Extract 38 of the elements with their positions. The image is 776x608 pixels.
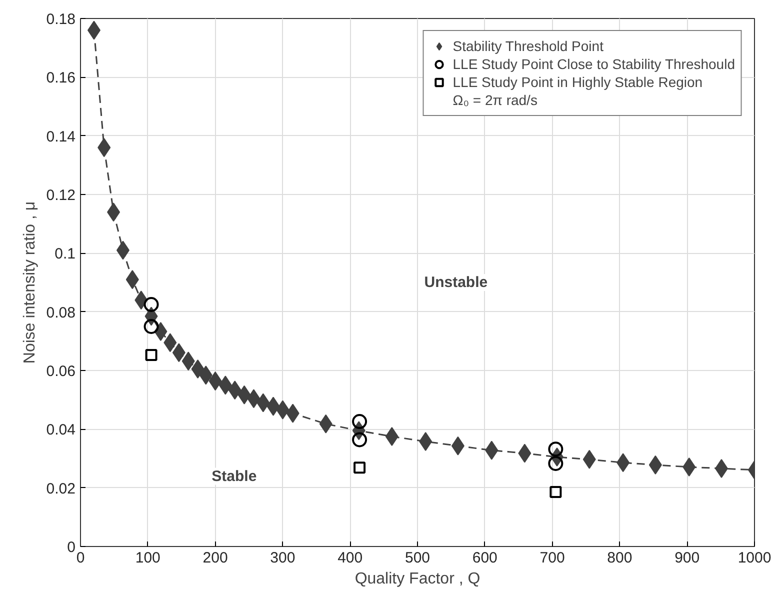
legend-label: LLE Study Point in Highly Stable Region: [452, 73, 703, 91]
annotation: Unstable: [424, 274, 488, 291]
x-tick-label: 600: [472, 550, 498, 566]
y-tick-label: 0.1: [54, 246, 76, 263]
y-tick-label: 0: [67, 539, 76, 556]
legend-label: Stability Threshold Point: [452, 37, 604, 55]
x-tick-label: 700: [540, 550, 565, 566]
y-tick-label: 0.14: [46, 128, 76, 146]
y-tick-label: 0.18: [46, 11, 76, 28]
point: [548, 456, 564, 471]
y-tick-label: 0.08: [46, 304, 76, 322]
point: [145, 348, 158, 361]
point: [144, 297, 159, 312]
y-tick-label: 0.02: [46, 480, 76, 498]
x-tick-label: 900: [674, 550, 700, 566]
point: [548, 442, 564, 457]
y-tick-label: 0.04: [46, 422, 76, 439]
x-axis-title: Quality Factor , Q: [354, 570, 480, 588]
annotation: Ω₀ = 2π rad/s: [452, 91, 538, 109]
x-tick-label: 200: [202, 550, 228, 566]
annotation: Stable: [212, 468, 257, 485]
legend-label: LLE Study Point Close to Stability Threshould: [452, 55, 735, 73]
point: [144, 319, 159, 334]
y-tick-label: 0.12: [46, 187, 76, 204]
y-axis-title: Noise intensity ratio , μ: [21, 201, 38, 364]
point: [352, 432, 368, 448]
x-tick-label: 400: [338, 550, 363, 566]
y-tick-label: 0.16: [46, 70, 76, 87]
point: [550, 486, 562, 498]
x-tick-label: 100: [135, 550, 160, 566]
point: [385, 427, 398, 446]
x-tick-label: 300: [270, 550, 296, 566]
point: [352, 414, 368, 430]
x-tick-label: 500: [404, 550, 430, 566]
y-tick-label: 0.06: [46, 363, 76, 380]
point: [354, 462, 366, 474]
x-tick-label: 800: [607, 550, 632, 566]
x-tick-label: 1000: [738, 550, 772, 566]
